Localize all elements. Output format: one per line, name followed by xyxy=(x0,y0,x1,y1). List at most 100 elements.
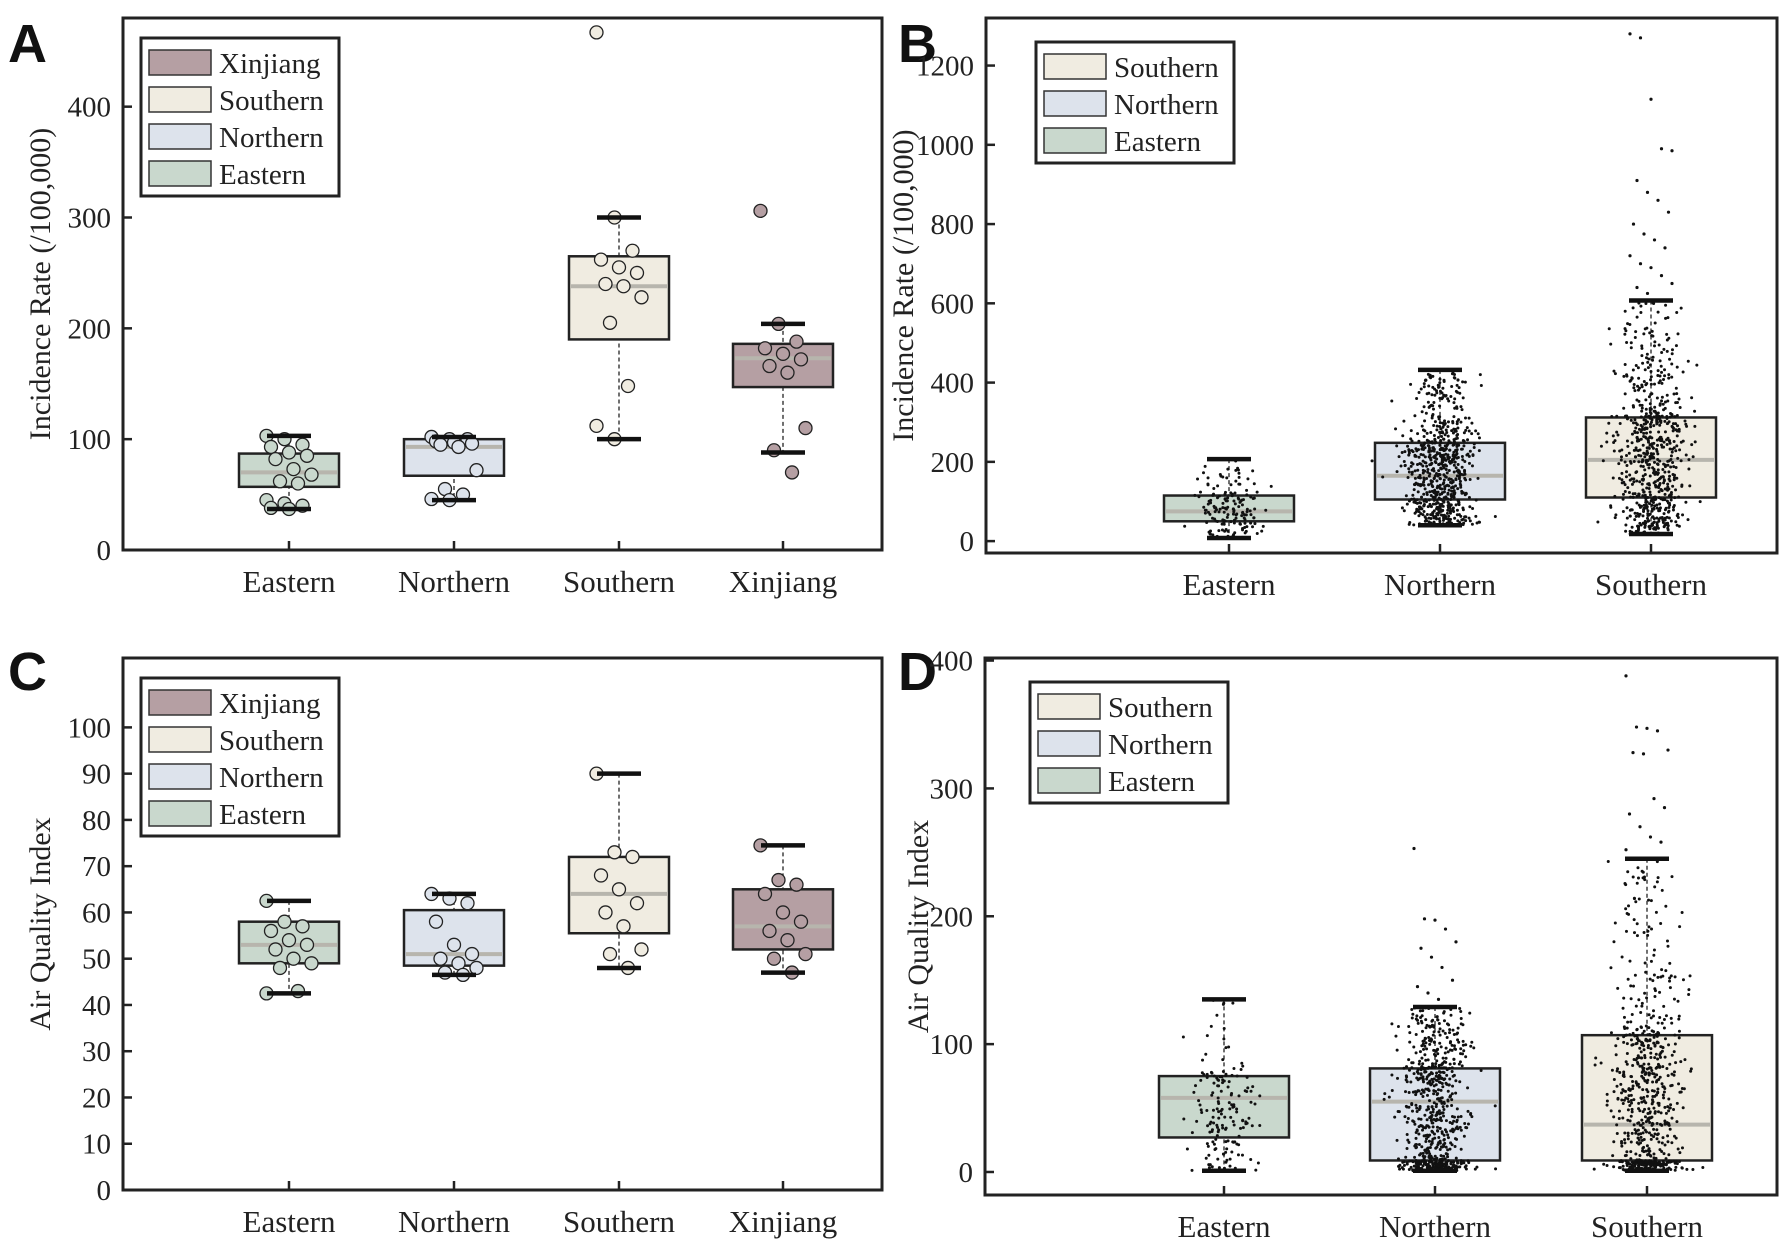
box-eastern xyxy=(237,428,341,517)
data-point xyxy=(1463,1122,1467,1126)
data-point xyxy=(1668,415,1672,419)
data-point xyxy=(1631,1063,1635,1067)
data-point xyxy=(1469,1111,1473,1115)
data-point xyxy=(1261,524,1265,528)
data-point xyxy=(1409,464,1413,468)
y-tick-label: 50 xyxy=(82,944,111,976)
data-point xyxy=(1433,393,1437,397)
data-point xyxy=(1431,1033,1435,1037)
data-point xyxy=(1670,1021,1674,1025)
data-point xyxy=(1664,969,1668,973)
data-point xyxy=(1672,997,1676,1001)
data-point xyxy=(1674,1061,1678,1065)
data-point xyxy=(1423,1070,1427,1074)
data-point xyxy=(1211,1115,1215,1119)
data-point xyxy=(1237,505,1241,509)
data-point xyxy=(1410,1066,1414,1070)
data-point xyxy=(1626,977,1630,981)
data-point xyxy=(1655,447,1659,451)
data-point xyxy=(1260,529,1264,533)
y-tick-label: 200 xyxy=(931,447,975,479)
data-point xyxy=(1403,463,1407,467)
data-point xyxy=(1419,462,1423,466)
data-point xyxy=(1634,1080,1638,1084)
data-point xyxy=(1429,479,1433,483)
data-point xyxy=(1216,496,1220,500)
data-point xyxy=(1657,517,1661,521)
data-point xyxy=(1434,1074,1438,1078)
x-category-label: Southern xyxy=(563,564,675,599)
data-point xyxy=(1667,1109,1671,1113)
data-point xyxy=(1664,1111,1668,1115)
data-point xyxy=(1417,390,1421,394)
data-point xyxy=(1640,344,1644,348)
data-point xyxy=(1662,512,1666,516)
outlier-point xyxy=(1429,955,1434,959)
data-point xyxy=(1614,1053,1618,1057)
data-point xyxy=(1249,495,1253,499)
data-point xyxy=(1476,476,1480,480)
data-point xyxy=(1648,1066,1652,1070)
data-point xyxy=(1651,1071,1655,1075)
data-point xyxy=(1437,1112,1441,1116)
data-point xyxy=(1649,1016,1653,1020)
data-point xyxy=(1628,1162,1632,1166)
data-point xyxy=(1449,498,1453,502)
data-point xyxy=(1630,1110,1634,1114)
data-point xyxy=(1407,1068,1411,1072)
data-point xyxy=(1435,424,1439,428)
data-point xyxy=(1677,1159,1681,1163)
data-point xyxy=(1664,303,1668,307)
data-point xyxy=(1234,468,1238,472)
data-point xyxy=(1461,1043,1465,1047)
data-point xyxy=(1681,370,1685,374)
data-point xyxy=(1455,1107,1459,1111)
data-point xyxy=(1636,1082,1640,1086)
data-point xyxy=(1434,491,1438,495)
data-point xyxy=(1644,970,1648,974)
data-point xyxy=(1661,402,1665,406)
data-point xyxy=(1423,498,1427,502)
legend-label: Xinjiang xyxy=(219,688,321,720)
data-point xyxy=(1632,897,1636,901)
data-point xyxy=(1407,499,1411,503)
data-point xyxy=(1440,492,1444,496)
outlier-point xyxy=(1638,262,1643,266)
data-point xyxy=(611,882,627,897)
data-point xyxy=(789,877,804,892)
data-point xyxy=(1444,444,1448,448)
data-point xyxy=(1426,1081,1430,1085)
data-point xyxy=(1686,359,1690,363)
data-point xyxy=(1643,878,1647,882)
data-point xyxy=(1474,429,1478,433)
data-point xyxy=(1631,368,1635,372)
data-point xyxy=(1639,1135,1643,1139)
data-point xyxy=(1652,506,1656,510)
data-point xyxy=(1450,1114,1454,1118)
data-point xyxy=(1643,468,1647,472)
data-point xyxy=(1667,439,1671,443)
data-point xyxy=(1438,404,1442,408)
data-point xyxy=(1239,499,1243,503)
data-point xyxy=(1606,860,1610,864)
data-point xyxy=(1632,931,1636,935)
data-point xyxy=(1635,501,1639,505)
data-point xyxy=(1404,1090,1408,1094)
data-point xyxy=(1450,1104,1454,1108)
data-point xyxy=(1217,1166,1221,1170)
data-point xyxy=(1439,509,1443,513)
y-tick-label: 1000 xyxy=(916,130,974,162)
data-point xyxy=(1237,475,1241,479)
data-point xyxy=(1221,1002,1225,1006)
data-point xyxy=(1432,434,1436,438)
data-point xyxy=(1623,362,1627,366)
data-point xyxy=(1650,445,1654,449)
data-point xyxy=(1624,475,1628,479)
data-point xyxy=(1417,1117,1421,1121)
data-point xyxy=(1210,1128,1214,1132)
data-point xyxy=(1670,413,1674,417)
data-point xyxy=(1438,389,1442,393)
data-point xyxy=(1427,1166,1431,1170)
box-eastern xyxy=(1162,456,1296,541)
data-point xyxy=(1235,1110,1239,1114)
